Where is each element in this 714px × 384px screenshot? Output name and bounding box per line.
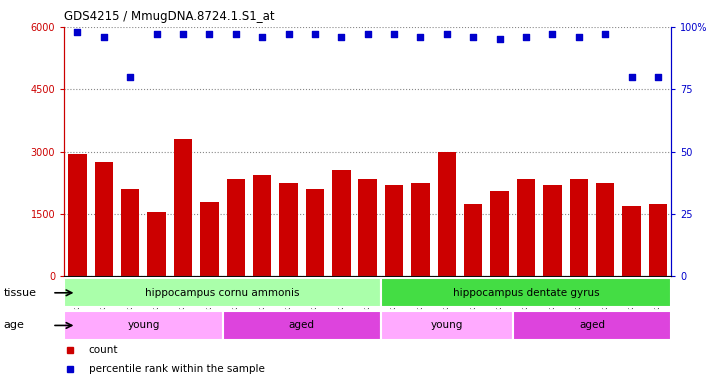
- Point: [494, 36, 506, 43]
- Bar: [94, 162, 113, 276]
- Point: [283, 31, 294, 38]
- Text: aged: aged: [579, 320, 605, 331]
- Point: [547, 31, 558, 38]
- Point: [230, 31, 241, 38]
- Point: [653, 74, 664, 80]
- Text: tissue: tissue: [4, 288, 36, 298]
- Bar: [147, 212, 166, 276]
- Bar: [385, 185, 403, 276]
- Bar: [64, 278, 381, 308]
- Point: [441, 31, 453, 38]
- Bar: [517, 179, 536, 276]
- Bar: [200, 202, 218, 276]
- Text: percentile rank within the sample: percentile rank within the sample: [89, 364, 264, 374]
- Bar: [438, 152, 456, 276]
- Bar: [332, 170, 351, 276]
- Point: [521, 34, 532, 40]
- Point: [203, 31, 215, 38]
- Bar: [381, 278, 671, 308]
- Text: GDS4215 / MmugDNA.8724.1.S1_at: GDS4215 / MmugDNA.8724.1.S1_at: [64, 10, 275, 23]
- Point: [468, 34, 479, 40]
- Bar: [226, 179, 245, 276]
- Text: hippocampus dentate gyrus: hippocampus dentate gyrus: [453, 288, 599, 298]
- Bar: [253, 175, 271, 276]
- Bar: [64, 311, 223, 340]
- Bar: [623, 206, 641, 276]
- Bar: [279, 183, 298, 276]
- Point: [415, 34, 426, 40]
- Point: [336, 34, 347, 40]
- Bar: [121, 189, 139, 276]
- Text: young: young: [431, 320, 463, 331]
- Text: hippocampus cornu ammonis: hippocampus cornu ammonis: [146, 288, 300, 298]
- Point: [362, 31, 373, 38]
- Point: [98, 34, 109, 40]
- Point: [177, 31, 188, 38]
- Text: aged: aged: [288, 320, 315, 331]
- Bar: [69, 154, 86, 276]
- Text: count: count: [89, 345, 118, 356]
- Bar: [513, 311, 671, 340]
- Bar: [381, 311, 513, 340]
- Point: [256, 34, 268, 40]
- Text: age: age: [4, 320, 24, 331]
- Bar: [649, 204, 667, 276]
- Bar: [570, 179, 588, 276]
- Bar: [411, 183, 430, 276]
- Bar: [306, 189, 324, 276]
- Bar: [543, 185, 562, 276]
- Point: [600, 31, 611, 38]
- Bar: [596, 183, 615, 276]
- Point: [626, 74, 638, 80]
- Point: [71, 29, 83, 35]
- Bar: [174, 139, 192, 276]
- Text: young: young: [127, 320, 160, 331]
- Point: [151, 31, 162, 38]
- Bar: [491, 191, 509, 276]
- Bar: [464, 204, 483, 276]
- Bar: [223, 311, 381, 340]
- Point: [388, 31, 400, 38]
- Point: [573, 34, 585, 40]
- Point: [309, 31, 321, 38]
- Point: [124, 74, 136, 80]
- Bar: [358, 179, 377, 276]
